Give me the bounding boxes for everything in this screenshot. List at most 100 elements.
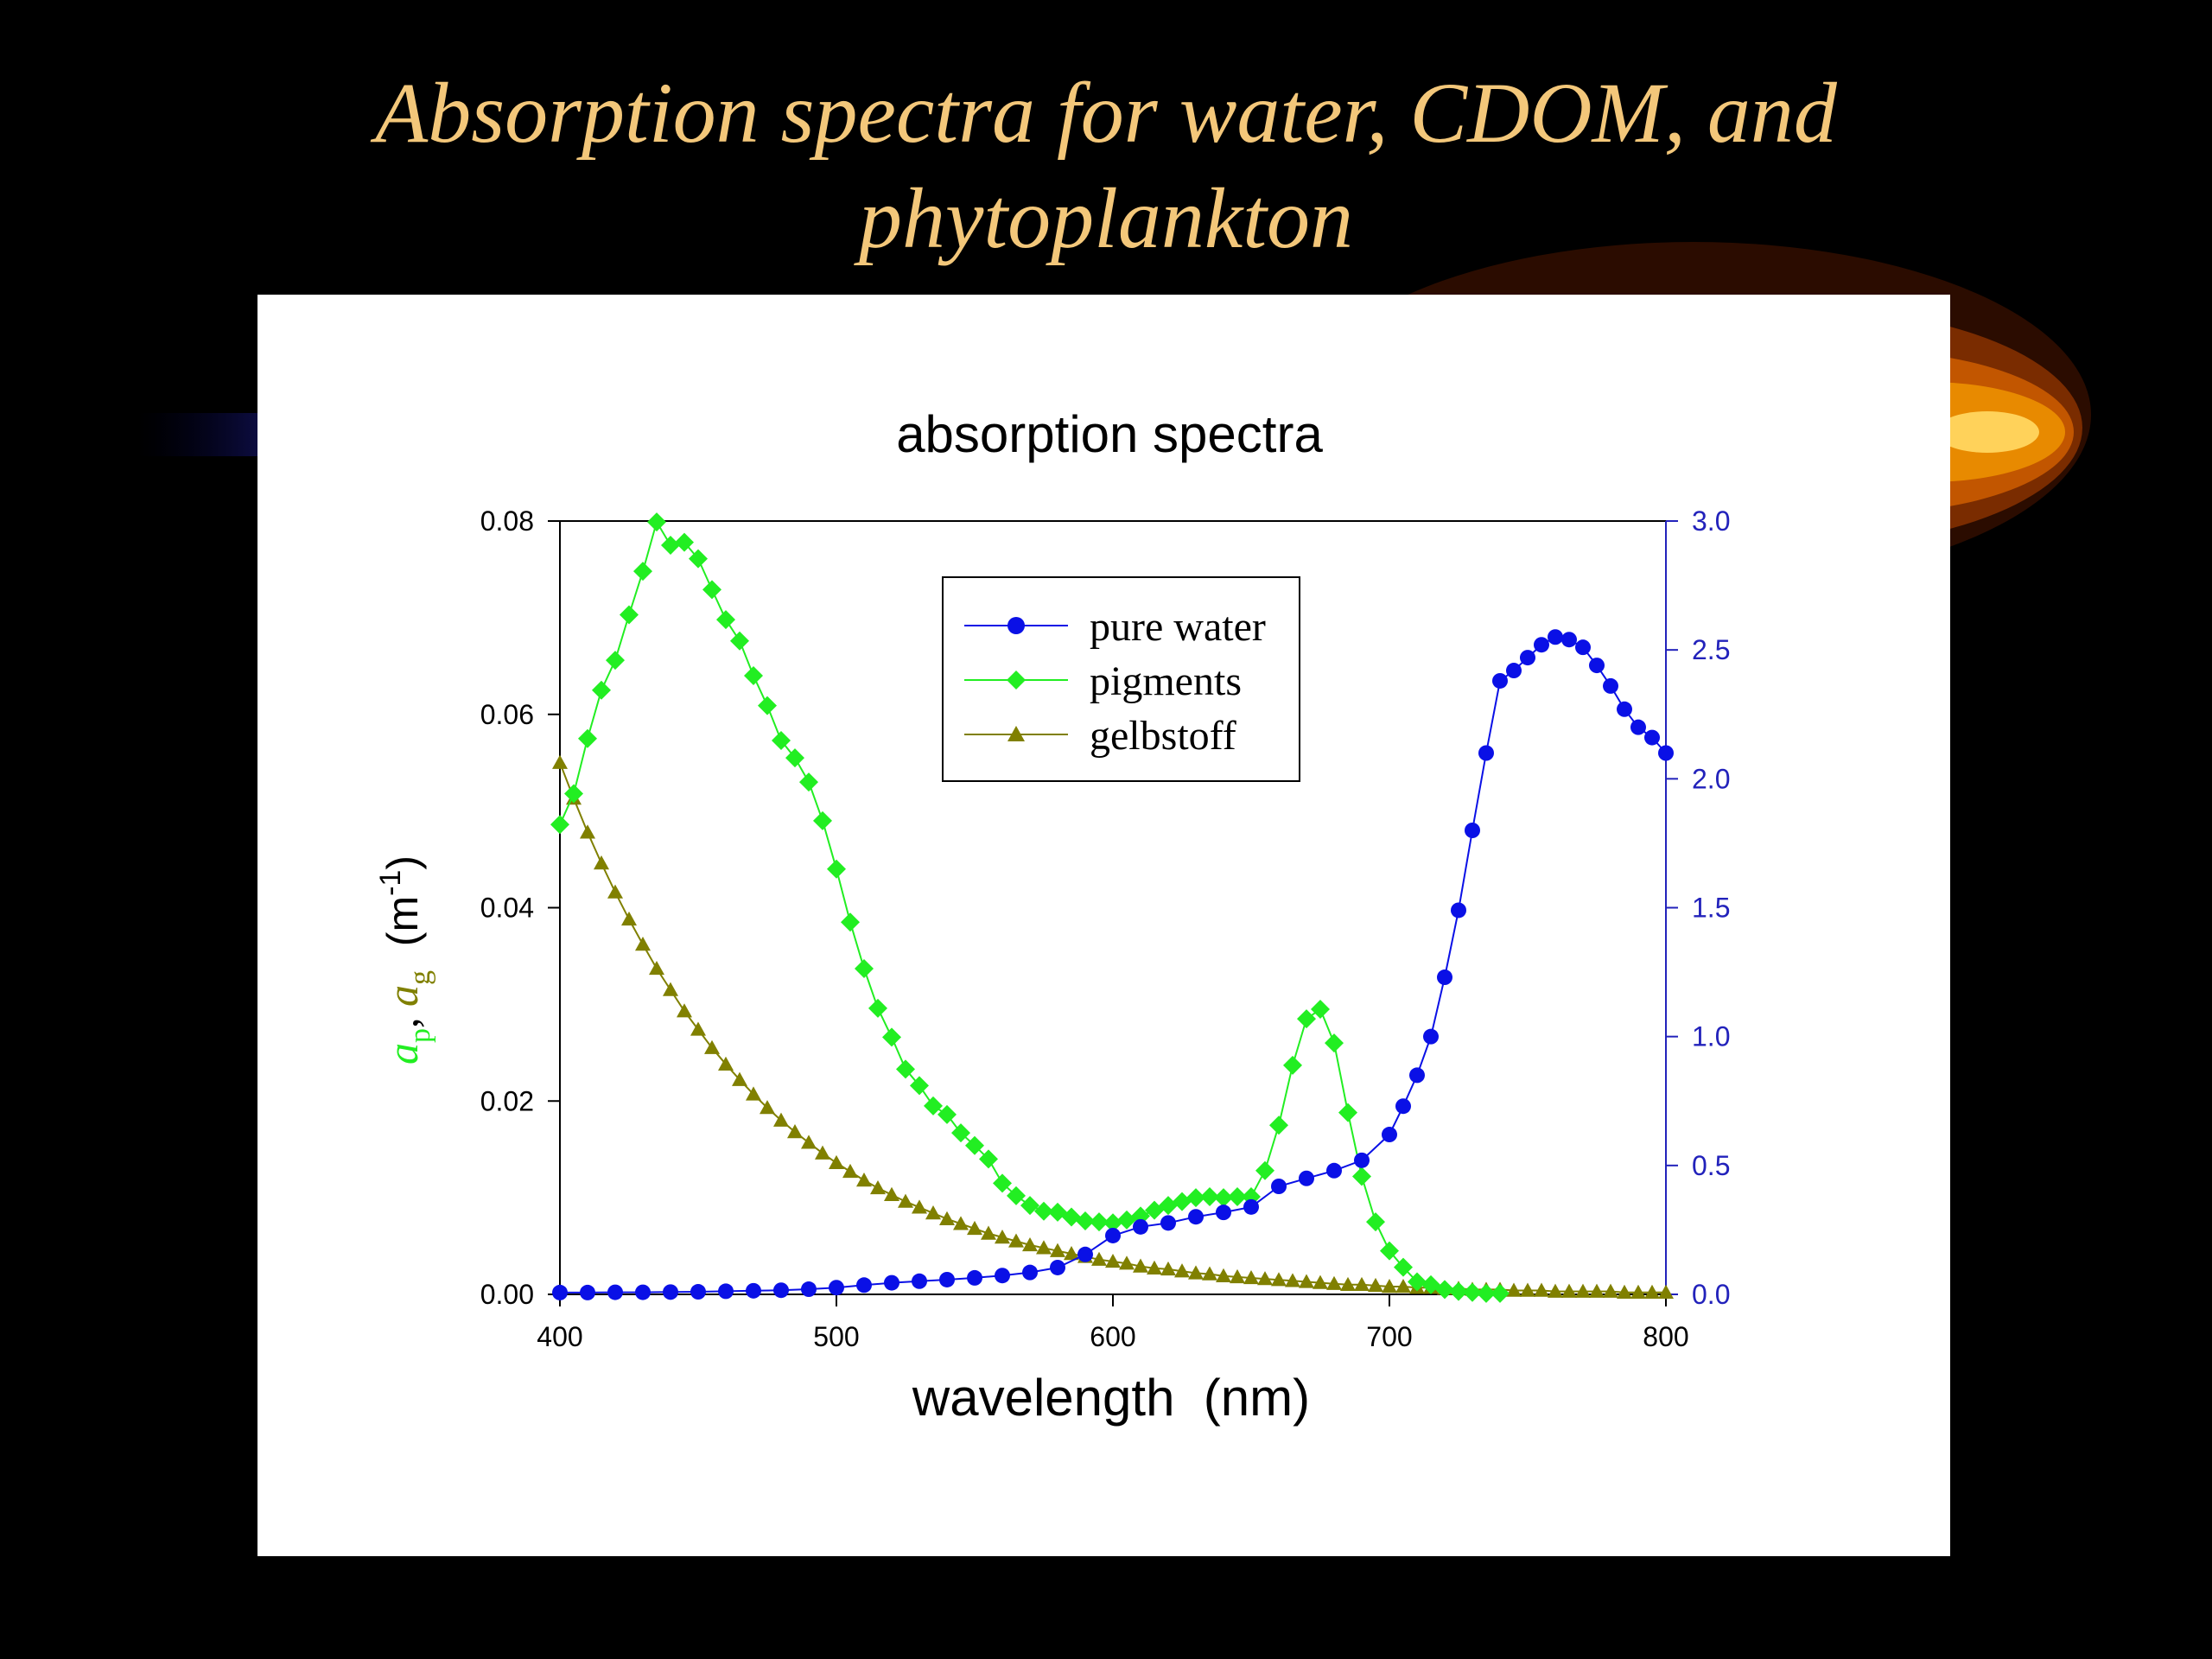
data-point-gelbstoff bbox=[1368, 1277, 1383, 1293]
data-point-gelbstoff bbox=[607, 884, 623, 899]
data-point-gelbstoff bbox=[1091, 1251, 1107, 1266]
data-point-gelbstoff bbox=[1603, 1283, 1618, 1298]
data-point-gelbstoff bbox=[1589, 1283, 1605, 1298]
data-point-pigments bbox=[1352, 1166, 1371, 1186]
data-point-pigments bbox=[827, 859, 846, 879]
legend-label-pigments: pigments bbox=[1090, 658, 1242, 704]
data-point-pigments bbox=[675, 532, 694, 552]
data-point-pigments bbox=[979, 1149, 998, 1169]
data-point-gelbstoff bbox=[1299, 1274, 1314, 1288]
data-point-pure-water bbox=[1409, 1067, 1425, 1084]
data-point-gelbstoff bbox=[1119, 1255, 1135, 1270]
chart-panel: absorption spectra 400 500 600 700 800 0.00 0.… bbox=[257, 295, 1950, 1556]
data-point-gelbstoff bbox=[1534, 1282, 1549, 1297]
data-point-gelbstoff bbox=[649, 960, 664, 976]
data-point-gelbstoff bbox=[732, 1071, 747, 1086]
data-point-gelbstoff bbox=[746, 1086, 761, 1101]
data-point-pure-water bbox=[856, 1277, 872, 1294]
left-tick-label: 0.04 bbox=[480, 893, 534, 924]
data-point-gelbstoff bbox=[870, 1179, 886, 1195]
data-point-pure-water bbox=[1354, 1152, 1370, 1168]
data-point-pigments bbox=[620, 605, 639, 625]
data-point-gelbstoff bbox=[552, 754, 568, 769]
data-point-pigments bbox=[592, 680, 611, 700]
data-point-pure-water bbox=[663, 1284, 678, 1300]
data-point-pure-water bbox=[1520, 650, 1535, 666]
data-point-pigments bbox=[1062, 1207, 1081, 1227]
data-point-pigments bbox=[785, 748, 804, 768]
data-point-pigments bbox=[606, 651, 625, 671]
data-point-gelbstoff bbox=[663, 982, 678, 996]
data-point-pure-water bbox=[773, 1282, 789, 1299]
data-point-pure-water bbox=[690, 1284, 706, 1300]
chart-title: absorption spectra bbox=[896, 405, 1323, 463]
data-point-gelbstoff bbox=[1064, 1246, 1079, 1261]
data-point-gelbstoff bbox=[787, 1124, 803, 1139]
right-tick-label: 0.0 bbox=[1692, 1279, 1730, 1310]
data-point-pigments bbox=[564, 784, 583, 804]
data-point-gelbstoff bbox=[1340, 1276, 1356, 1292]
data-point-pigments bbox=[1117, 1210, 1136, 1230]
data-point-pigments bbox=[550, 815, 569, 835]
right-tick-label: 3.0 bbox=[1692, 505, 1730, 537]
data-point-pure-water bbox=[552, 1284, 568, 1300]
data-point-gelbstoff bbox=[1133, 1258, 1148, 1273]
data-point-pigments bbox=[1338, 1103, 1357, 1122]
data-point-pigments bbox=[1186, 1188, 1205, 1208]
data-point-gelbstoff bbox=[1354, 1276, 1370, 1292]
data-point-pure-water bbox=[1603, 677, 1618, 694]
data-point-pigments bbox=[910, 1076, 929, 1096]
data-point-pigments bbox=[758, 696, 777, 715]
data-point-pure-water bbox=[884, 1274, 899, 1291]
data-point-pure-water bbox=[1299, 1170, 1314, 1186]
data-point-gelbstoff bbox=[981, 1225, 996, 1240]
data-point-pigments bbox=[1463, 1282, 1482, 1302]
absorption-chart: absorption spectra 400 500 600 700 800 0.00 0.… bbox=[374, 405, 1730, 1427]
data-point-pigments bbox=[1394, 1257, 1413, 1277]
data-point-pure-water bbox=[1133, 1218, 1148, 1235]
left-tick-label: 0.08 bbox=[480, 505, 534, 537]
data-point-pure-water bbox=[1548, 629, 1563, 645]
data-point-gelbstoff bbox=[801, 1135, 817, 1149]
data-point-gelbstoff bbox=[842, 1163, 858, 1179]
data-point-gelbstoff bbox=[1382, 1279, 1397, 1294]
data-point-pure-water bbox=[967, 1269, 982, 1286]
data-point-gelbstoff bbox=[718, 1056, 734, 1071]
data-point-pure-water bbox=[1395, 1098, 1411, 1115]
data-point-pure-water bbox=[1644, 729, 1660, 746]
data-point-pure-water bbox=[1188, 1209, 1204, 1225]
data-point-pure-water bbox=[1271, 1178, 1287, 1194]
data-point-pigments bbox=[1449, 1281, 1468, 1301]
data-point-gelbstoff bbox=[1561, 1283, 1577, 1298]
data-point-pigments bbox=[1491, 1283, 1510, 1303]
left-tick-label: 0.00 bbox=[480, 1279, 534, 1310]
data-point-pigments bbox=[1366, 1212, 1385, 1232]
slide-title-line1: Absorption spectra for water, CDOM, and bbox=[375, 65, 1837, 161]
data-point-gelbstoff bbox=[1202, 1266, 1217, 1281]
data-point-gelbstoff bbox=[1313, 1274, 1328, 1289]
data-point-gelbstoff bbox=[1575, 1283, 1591, 1298]
data-point-gelbstoff bbox=[773, 1112, 789, 1127]
data-point-pure-water bbox=[1465, 823, 1480, 838]
data-point-gelbstoff bbox=[1188, 1265, 1204, 1280]
data-point-pigments bbox=[1034, 1201, 1053, 1221]
data-point-pigments bbox=[1228, 1187, 1247, 1207]
data-point-gelbstoff bbox=[829, 1154, 844, 1170]
data-point-pure-water bbox=[1437, 969, 1452, 986]
data-point-gelbstoff bbox=[953, 1216, 969, 1230]
right-tick-label: 0.5 bbox=[1692, 1150, 1730, 1181]
data-point-gelbstoff bbox=[967, 1220, 982, 1236]
data-point-gelbstoff bbox=[677, 1003, 692, 1018]
data-point-pigments bbox=[1380, 1241, 1399, 1261]
data-point-gelbstoff bbox=[1174, 1263, 1190, 1278]
data-point-pure-water bbox=[1243, 1198, 1259, 1215]
x-tick-label: 400 bbox=[537, 1321, 582, 1352]
data-point-pure-water bbox=[829, 1280, 844, 1296]
data-point-gelbstoff bbox=[1644, 1284, 1660, 1299]
data-point-gelbstoff bbox=[1630, 1284, 1646, 1299]
data-point-gelbstoff bbox=[1548, 1283, 1563, 1298]
series-line-gelbstoff bbox=[559, 762, 1666, 1294]
data-point-pigments bbox=[965, 1135, 984, 1155]
data-point-pigments bbox=[1020, 1196, 1039, 1216]
data-point-pigments bbox=[744, 666, 763, 685]
